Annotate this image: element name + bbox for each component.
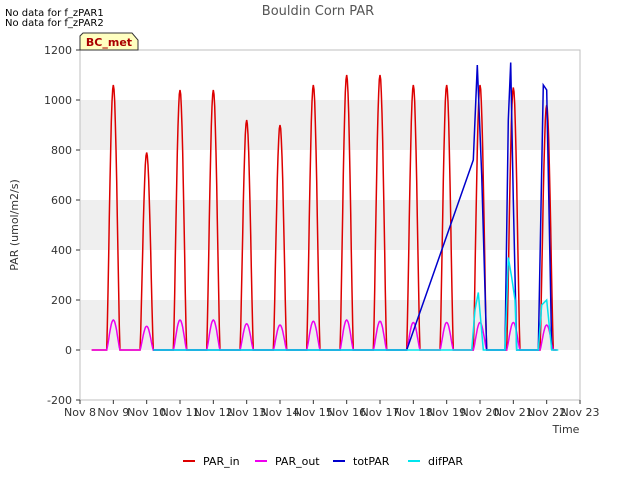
y-tick-label: 400 <box>51 244 72 257</box>
y-tick-label: 600 <box>51 194 72 207</box>
y-axis: -200 0 200 400 600 800 1000 1200 <box>44 44 80 407</box>
chart-title: Bouldin Corn PAR <box>262 4 374 19</box>
x-tick-label: Nov 21 <box>494 406 533 419</box>
x-tick-label: Nov 18 <box>394 406 433 419</box>
plot-frame <box>79 49 581 401</box>
legend: PAR_in PAR_out totPAR difPAR <box>183 455 463 468</box>
y-axis-label: PAR (umol/m2/s) <box>8 179 21 271</box>
series-totpar-line <box>153 62 553 351</box>
series-lines <box>91 62 559 351</box>
band <box>80 300 580 350</box>
x-tick-label: Nov 23 <box>561 406 600 419</box>
legend-label: PAR_in <box>203 455 240 468</box>
y-tick-label: 1200 <box>44 44 72 57</box>
x-tick-label: Nov 17 <box>361 406 400 419</box>
x-tick-label: Nov 19 <box>427 406 466 419</box>
x-tick-label: Nov 12 <box>194 406 233 419</box>
x-tick-label: Nov 14 <box>261 406 300 419</box>
x-axis-label: Time <box>552 423 580 436</box>
badge-label: BC_met <box>86 36 132 49</box>
y-tick-label: 200 <box>51 294 72 307</box>
x-tick-label: Nov 13 <box>227 406 266 419</box>
x-tick-label: Nov 10 <box>127 406 166 419</box>
band <box>80 100 580 150</box>
x-tick-label: Nov 16 <box>327 406 366 419</box>
x-tick-label: Nov 11 <box>161 406 200 419</box>
x-tick-label: Nov 15 <box>294 406 333 419</box>
band <box>80 200 580 250</box>
legend-label: PAR_out <box>275 455 320 468</box>
site-badge: BC_met <box>79 32 139 51</box>
background-bands <box>80 100 580 350</box>
no-data-note-2: No data for f_zPAR2 <box>5 18 104 29</box>
no-data-note-1: No data for f_zPAR1 <box>5 8 104 19</box>
y-tick-label: 0 <box>65 344 72 357</box>
y-tick-label: -200 <box>47 394 72 407</box>
x-tick-label: Nov 20 <box>461 406 500 419</box>
y-tick-label: 800 <box>51 144 72 157</box>
y-tick-label: 1000 <box>44 94 72 107</box>
x-tick-label: Nov 9 <box>97 406 129 419</box>
x-tick-label: Nov 22 <box>527 406 566 419</box>
legend-label: totPAR <box>353 455 390 468</box>
x-tick-label: Nov 8 <box>64 406 96 419</box>
legend-label: difPAR <box>428 455 463 468</box>
series-difpar-line <box>153 257 559 351</box>
